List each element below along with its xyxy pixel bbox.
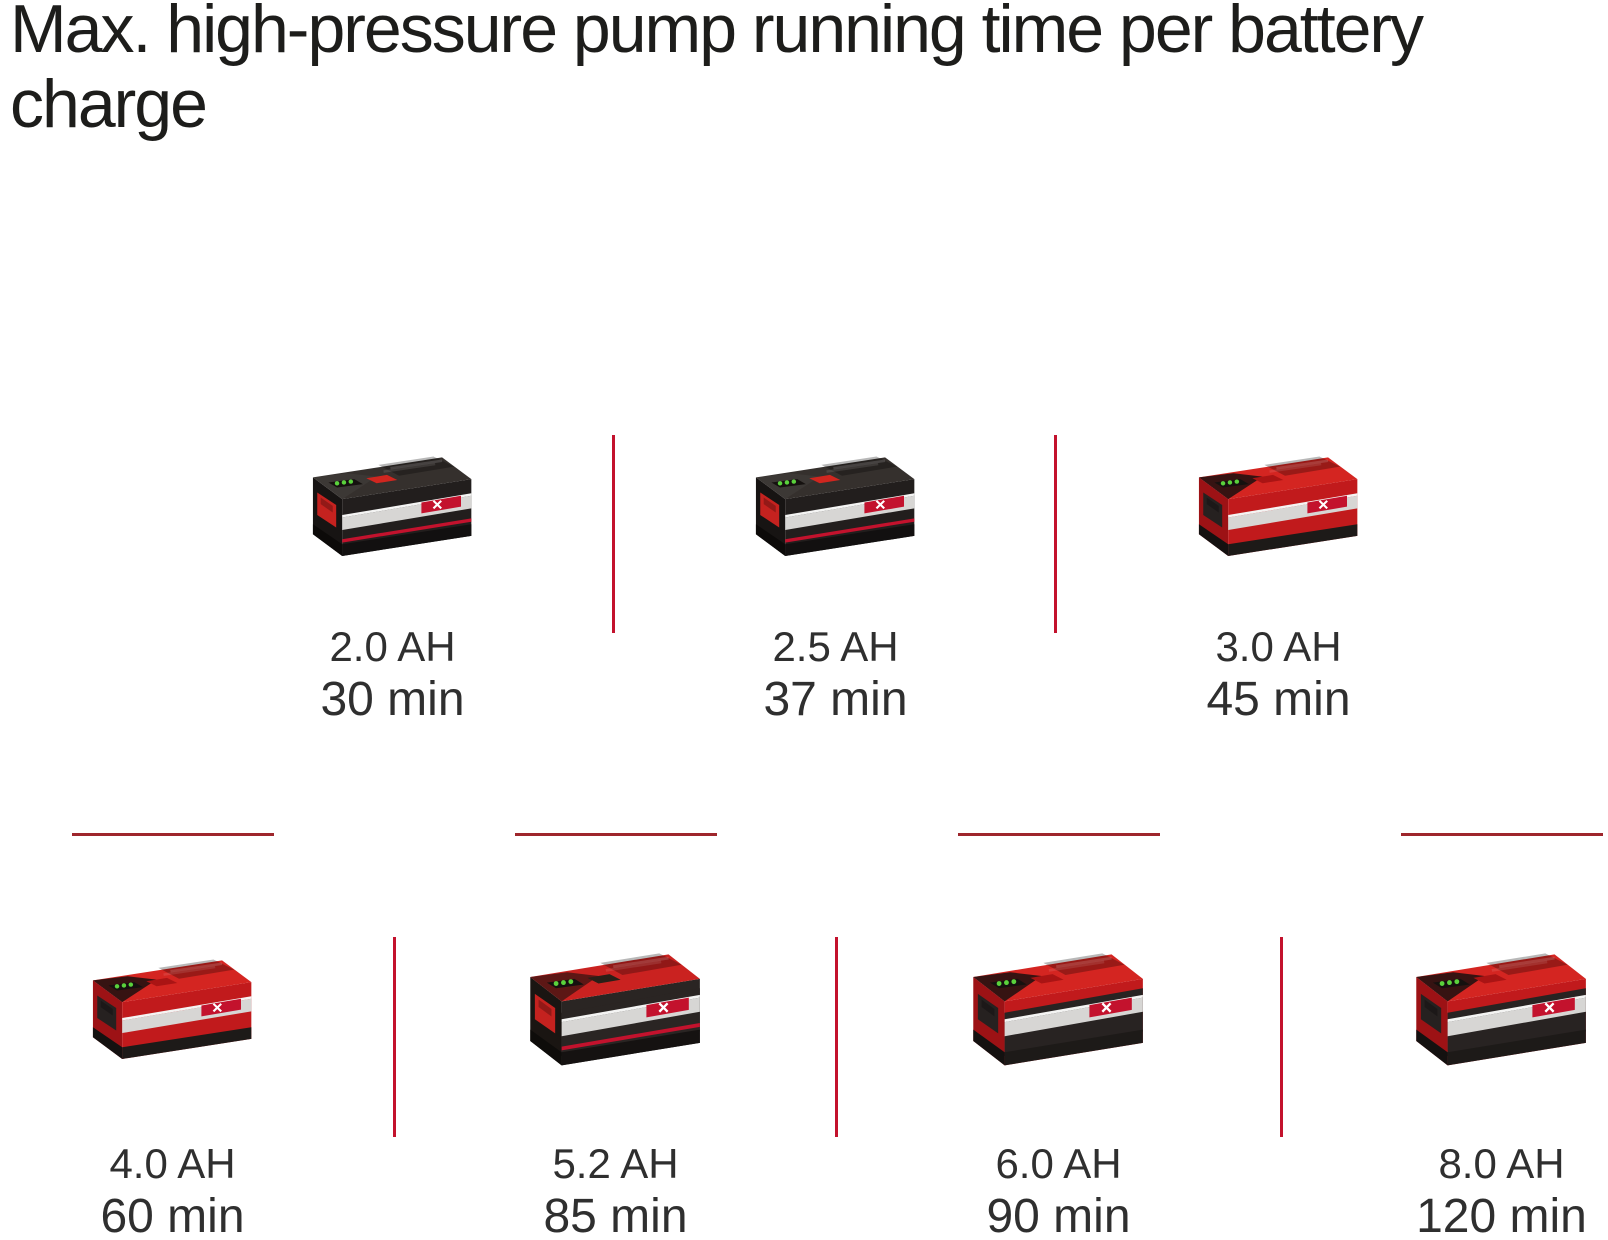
battery-image	[92, 959, 251, 1059]
battery-runtime-label: 120 min	[1416, 1190, 1587, 1240]
battery-capacity-label: 4.0 AH	[109, 1140, 236, 1187]
divider-line-vertical	[835, 937, 838, 1137]
battery-photo-wrap	[294, 420, 492, 590]
battery-item: 5.2 AH 85 min	[394, 915, 837, 1240]
battery-image	[1198, 456, 1357, 556]
divider-line-vertical	[393, 937, 396, 1137]
battery-runtime-label: 37 min	[763, 673, 908, 726]
battery-runtime-label: 90 min	[986, 1190, 1131, 1240]
battery-capacity-label: 6.0 AH	[995, 1140, 1122, 1187]
battery-photo-wrap	[953, 915, 1165, 1100]
battery-photo-wrap	[737, 420, 935, 590]
row-separator-line	[515, 833, 717, 836]
battery-runtime-label: 45 min	[1206, 673, 1351, 726]
page-title: Max. high-pressure pump running time per…	[10, 0, 1424, 142]
battery-item: 8.0 AH 120 min	[1280, 915, 1608, 1240]
divider-line-vertical	[1280, 937, 1283, 1137]
battery-runtime-label: 30 min	[320, 673, 465, 726]
battery-grid-row-2: 4.0 AH 60 min	[0, 915, 1608, 1240]
battery-image	[1415, 952, 1586, 1065]
battery-photo-wrap	[74, 915, 272, 1100]
battery-image	[312, 456, 471, 556]
row-separator-line	[958, 833, 1160, 836]
battery-capacity-label: 5.2 AH	[552, 1140, 679, 1187]
divider-line-vertical	[1054, 435, 1057, 633]
battery-capacity-label: 2.0 AH	[329, 623, 456, 670]
battery-item: 2.5 AH 37 min	[614, 420, 1057, 728]
battery-item: 3.0 AH 45 min	[1057, 420, 1500, 728]
battery-grid-row-1: 2.0 AH 30 min	[171, 420, 1500, 728]
battery-item: 6.0 AH 90 min	[837, 915, 1280, 1240]
battery-capacity-label: 3.0 AH	[1215, 623, 1342, 670]
divider-line-vertical	[612, 435, 615, 633]
battery-runtime-label: 85 min	[543, 1190, 688, 1240]
battery-item: 2.0 AH 30 min	[171, 420, 614, 728]
row-separator-line	[1401, 833, 1603, 836]
battery-photo-wrap	[1180, 420, 1378, 590]
battery-item: 4.0 AH 60 min	[0, 915, 394, 1240]
battery-photo-wrap	[510, 915, 722, 1100]
battery-capacity-label: 8.0 AH	[1438, 1140, 1565, 1187]
battery-photo-wrap	[1396, 915, 1608, 1100]
battery-image	[755, 456, 914, 556]
battery-capacity-label: 2.5 AH	[772, 623, 899, 670]
row-separator-line	[72, 833, 274, 836]
battery-image	[972, 952, 1143, 1065]
battery-runtime-label: 60 min	[100, 1190, 245, 1240]
battery-image	[529, 952, 700, 1065]
